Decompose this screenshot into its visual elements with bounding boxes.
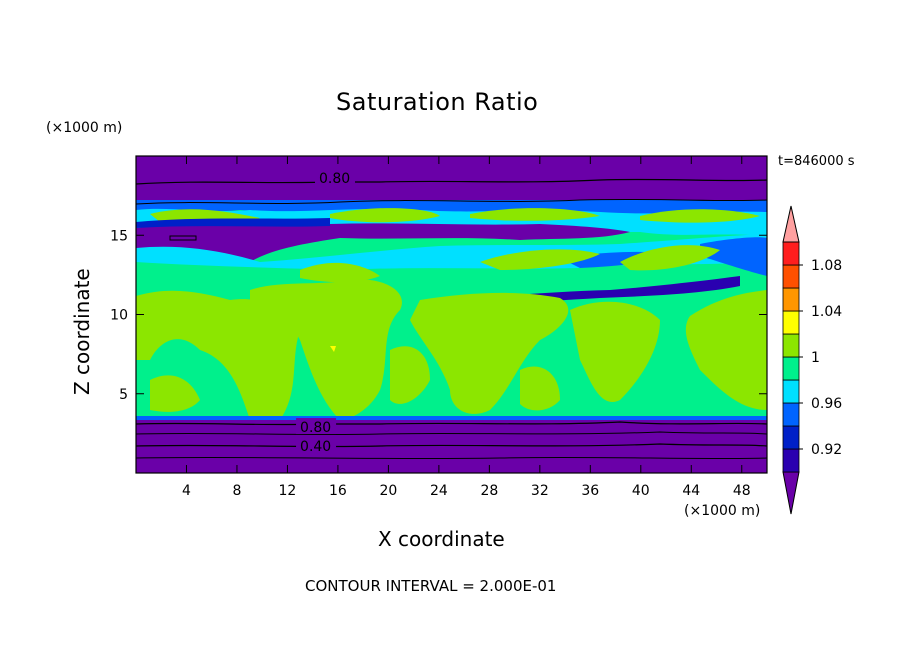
field-bottom-purple [136,420,767,473]
x-tick-label: 48 [733,483,751,499]
contour-label: 0.80 [319,171,350,187]
x-axis-units: (×1000 m) [684,503,761,519]
x-axis-label: X coordinate [378,527,505,551]
contour-line-0.80-bottom [136,421,767,426]
field-lime-mid-8 [685,290,767,410]
y-axis-label: Z coordinate [70,268,94,395]
colorbar-box [782,379,800,404]
x-axis: 4 8 12 16 20 24 28 32 36 40 44 48 [182,156,751,499]
x-tick-label: 4 [182,483,191,499]
x-tick-label: 40 [632,483,650,499]
field-navy-15km [136,218,330,228]
field-blue-boundary [136,416,767,422]
time-label: t=846000 s [778,154,855,169]
y-tick-label: 15 [110,228,128,244]
contour-field [136,156,767,473]
contour-line-top-2 [136,198,767,205]
contour-line-0.40 [136,443,767,448]
colorbar-box [782,425,800,450]
field-lime-mid-7 [570,301,660,402]
field-lime-top-4 [640,209,760,223]
field-lime-mid-1 [136,290,300,420]
colorbar-box [782,356,800,381]
field-lime-mid-5 [480,249,600,270]
colorbar-min-triangle [782,471,800,515]
colorbar-box [782,241,800,266]
x-tick-label: 24 [430,483,448,499]
y-axis: 5 10 15 [110,228,767,403]
x-tick-label: 16 [329,483,347,499]
y-tick-label: 10 [110,308,128,324]
field-lime-low-3 [520,366,560,411]
contour-label: 0.40 [300,439,331,455]
z-axis-units: (×1000 m) [46,120,123,136]
colorbar-box [782,287,800,312]
x-tick-label: 32 [531,483,549,499]
field-purple-15km [136,223,630,262]
contour-line-bottom-4 [136,456,767,460]
field-lime-mid-3 [300,262,380,283]
field-lime-low-1 [150,375,200,412]
field-blue-lower-2 [700,237,767,276]
colorbar: 0.92 0.96 1 1.04 1.08 [782,205,842,515]
contour-interval-note: CONTOUR INTERVAL = 2.000E-01 [305,577,557,595]
x-tick-label: 36 [581,483,599,499]
contour-line-bottom-2 [136,431,767,436]
field-lime-mid-6 [620,245,720,271]
field-lime-top-2 [330,208,440,223]
y-tick-label: 5 [119,387,128,403]
x-tick-label: 8 [232,483,241,499]
field-lime-mid-2 [250,279,402,420]
contour-line-0.80-top [136,178,767,185]
x-tick-label: 12 [279,483,297,499]
colorbar-box [782,333,800,358]
contour-line-small-loop [169,235,197,241]
colorbar-label: 0.96 [811,396,842,412]
x-tick-label: 20 [379,483,397,499]
colorbar-box [782,448,800,473]
field-lime-low-2 [390,346,430,404]
contour-label: 0.80 [300,420,331,436]
contour-label-bg [314,169,355,186]
colorbar-label: 1.04 [811,304,842,320]
x-tick-label: 44 [682,483,700,499]
chart-title: Saturation Ratio [336,88,539,116]
contour-label-bg [296,437,337,454]
x-tick-label: 28 [480,483,498,499]
colorbar-label: 1 [811,350,820,366]
colorbar-box [782,310,800,335]
colorbar-label: 0.92 [811,442,842,458]
colorbar-max-triangle [782,205,800,243]
colorbar-label: 1.08 [811,258,842,274]
field-top-purple [136,156,767,202]
contour-labels: 0.80 0.80 0.40 [296,169,355,455]
colorbar-box [782,402,800,427]
colorbar-box [782,264,800,289]
field-yellow-fleck-1 [330,346,336,352]
contour-label-bg [296,418,337,435]
field-lime-top-3 [470,208,600,221]
field-lime-mid-4 [410,292,569,414]
